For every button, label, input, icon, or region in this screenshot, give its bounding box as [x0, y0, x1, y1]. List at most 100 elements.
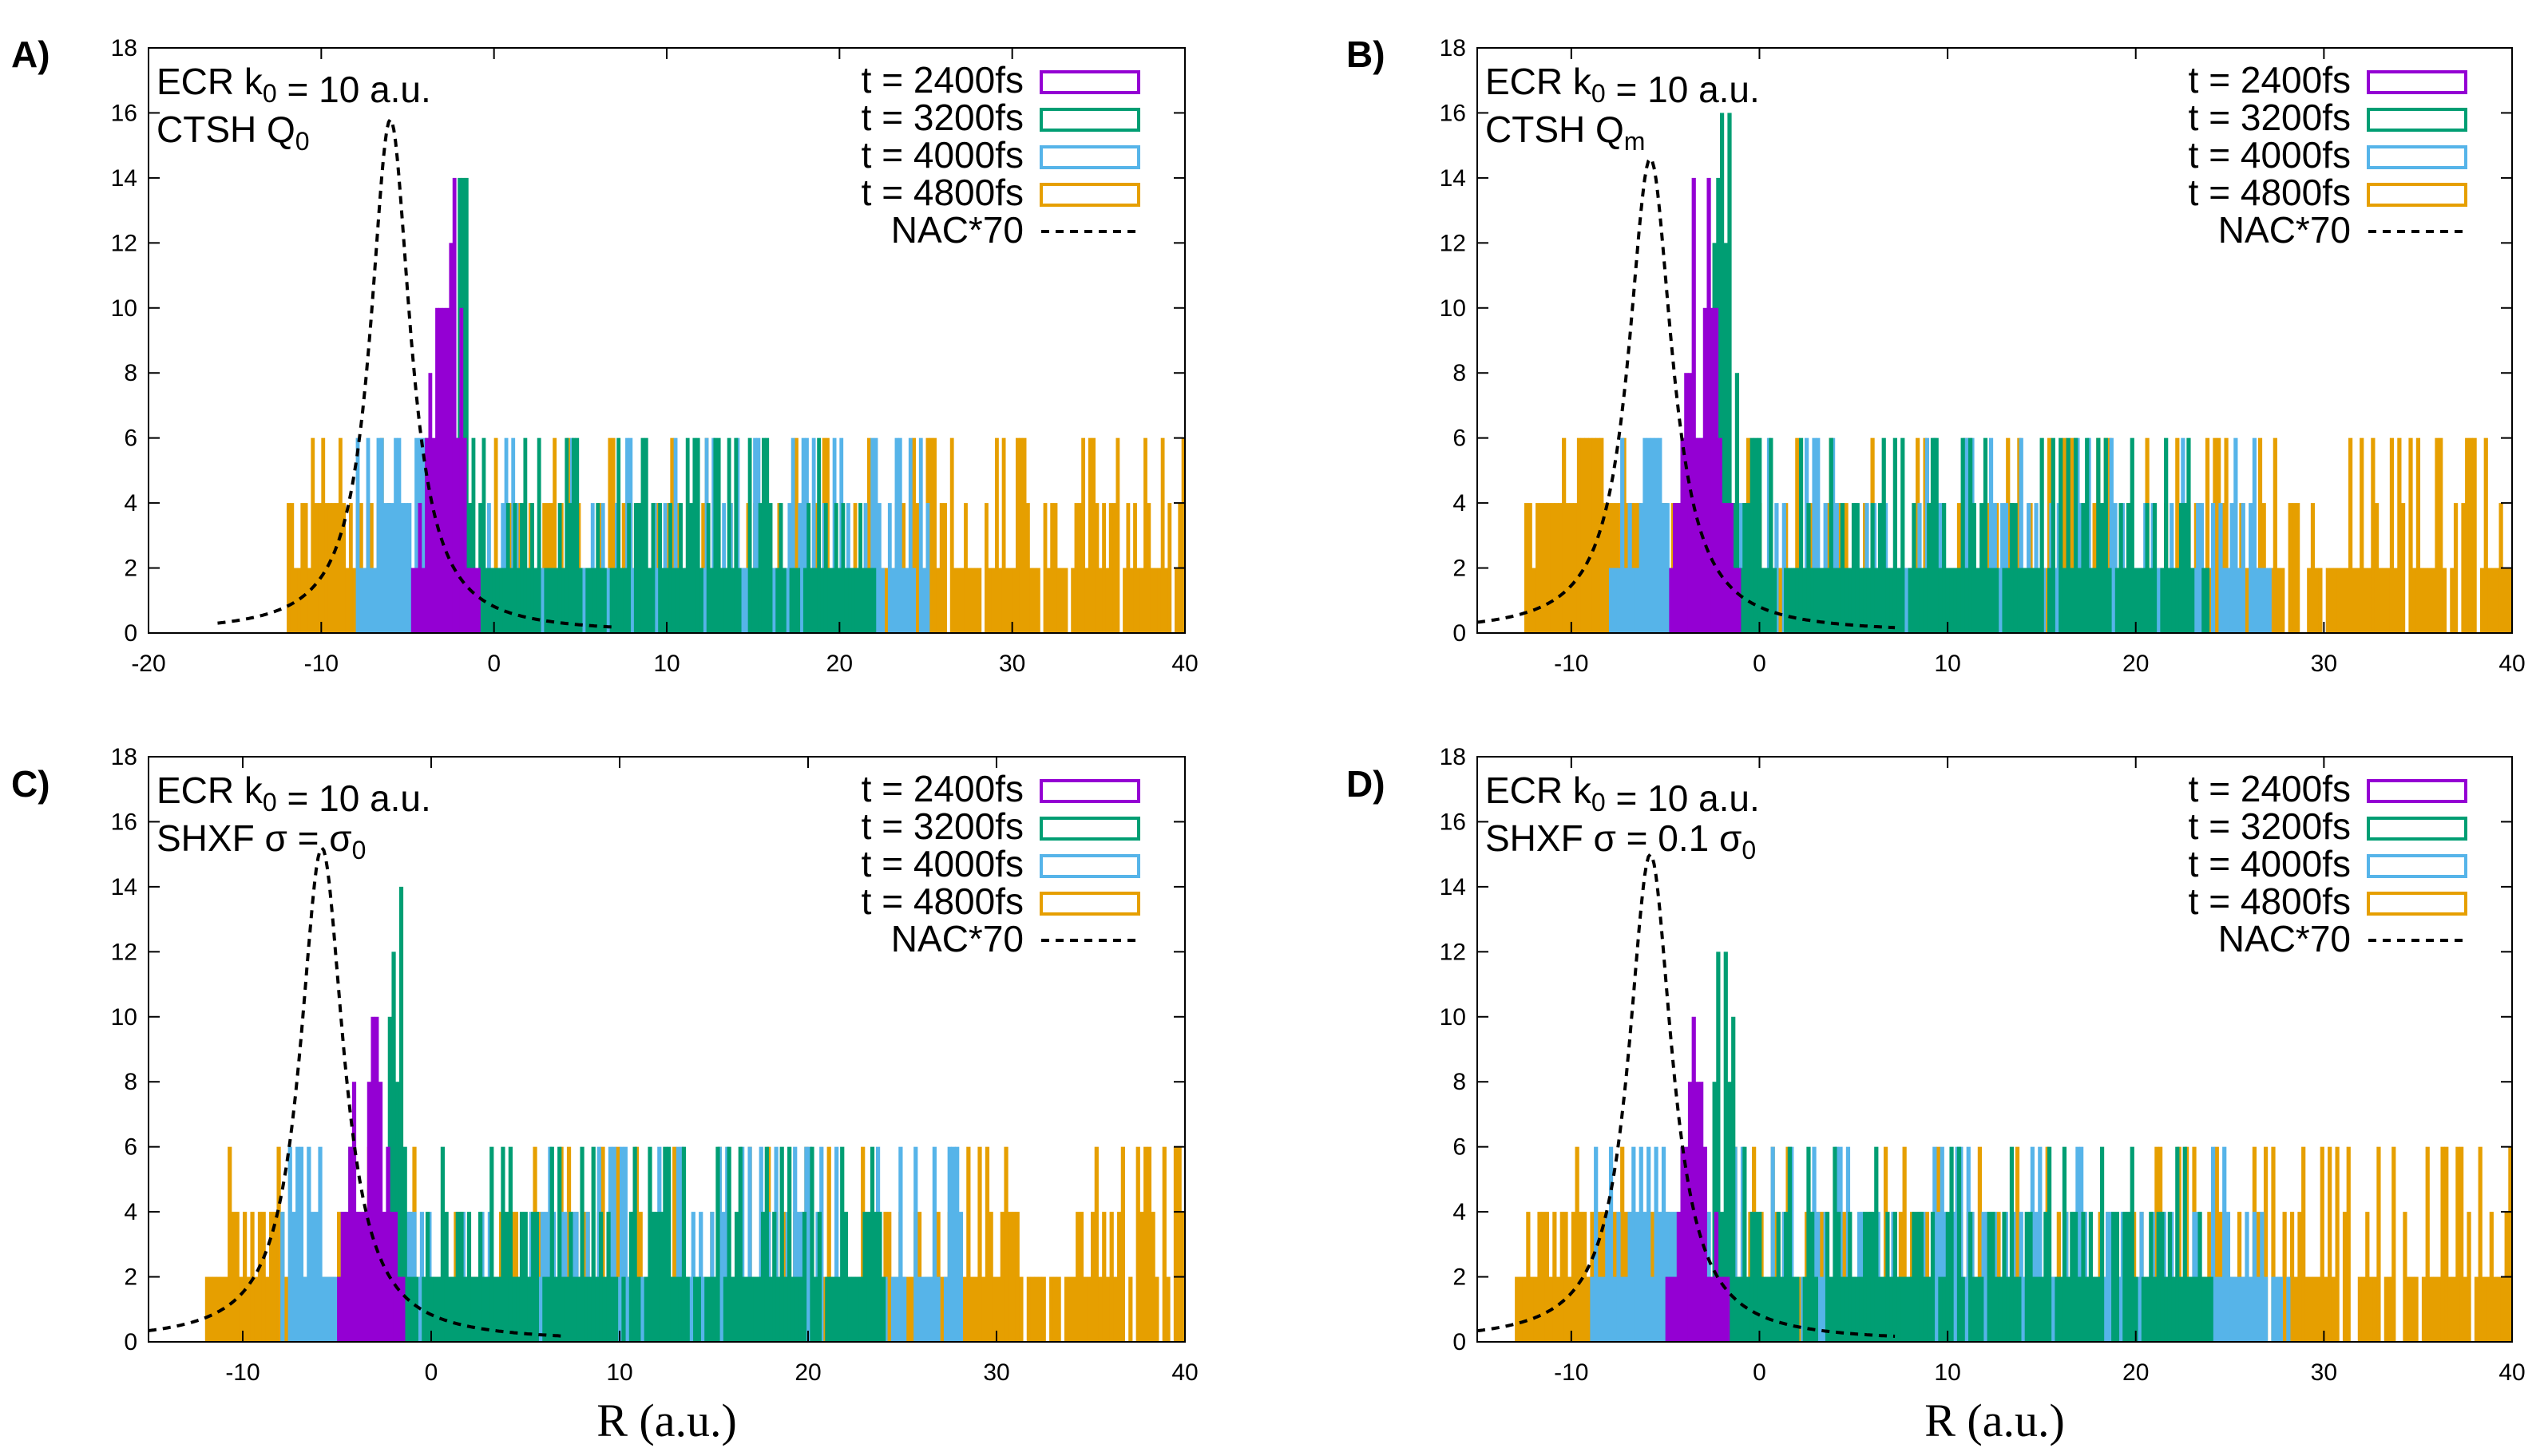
histogram-bar — [792, 568, 797, 633]
histogram-bar — [772, 1212, 777, 1342]
histogram-bar — [1746, 1276, 1751, 1342]
histogram-bar — [1112, 503, 1116, 633]
histogram-bar — [2106, 1212, 2110, 1342]
histogram-bar — [2336, 568, 2342, 633]
histogram-bar — [681, 1146, 687, 1342]
histogram-bar — [1938, 1276, 1943, 1342]
histogram-bar — [1631, 568, 1636, 633]
y-tick-label: 12 — [111, 939, 137, 965]
histogram-bar — [2160, 568, 2165, 633]
histogram-bar — [943, 1276, 949, 1342]
histogram-bar — [2059, 1276, 2063, 1342]
histogram-bar — [2241, 503, 2245, 633]
histogram-bar — [2103, 437, 2108, 633]
legend-swatch — [1040, 108, 1140, 132]
histogram-bar — [293, 568, 298, 633]
histogram-bar — [1635, 1212, 1640, 1342]
legend-entry-label: t = 4800fs — [2189, 172, 2351, 213]
histogram-bar — [616, 1146, 620, 1342]
histogram-bar — [2062, 568, 2067, 633]
histogram-bar — [575, 437, 580, 633]
histogram-bar — [1056, 568, 1061, 633]
histogram-bar — [1157, 568, 1162, 633]
histogram-bar — [685, 1276, 690, 1342]
histogram-bar — [418, 503, 422, 633]
histogram-bar — [1658, 437, 1662, 633]
histogram-bar — [554, 568, 559, 633]
histogram-bar — [658, 503, 663, 633]
histogram-bar — [1761, 568, 1766, 633]
histogram-bar — [1919, 568, 1924, 633]
histogram-bar — [1586, 1276, 1591, 1342]
histogram-bar — [840, 1146, 845, 1342]
histogram-bar — [410, 568, 415, 633]
histogram-bar — [333, 1276, 338, 1342]
histogram-bar — [1710, 1276, 1715, 1342]
histogram-bar — [314, 503, 319, 633]
histogram-bar — [2032, 568, 2037, 633]
histogram-bar — [342, 503, 347, 633]
histogram-bar — [969, 1276, 975, 1342]
y-tick-label: 4 — [124, 490, 137, 516]
histogram-bar — [693, 1276, 698, 1342]
histogram-bar — [2267, 568, 2272, 633]
histogram-bar — [531, 1212, 536, 1342]
histogram-bar — [519, 1212, 525, 1342]
histogram-bar — [922, 568, 926, 633]
histogram-bar — [1627, 503, 1632, 633]
histogram-bar — [2427, 568, 2432, 633]
histogram-bar — [2412, 568, 2417, 633]
histogram-bar — [1923, 568, 1928, 633]
histogram-bar — [1757, 1212, 1762, 1342]
histogram-bar — [1074, 503, 1079, 633]
y-tick-label: 18 — [111, 744, 137, 770]
y-tick-label: 12 — [1440, 939, 1466, 965]
nac-curve — [1476, 156, 1896, 630]
histogram-bar — [655, 1212, 660, 1342]
histogram-bar — [499, 568, 503, 633]
histogram-bar — [993, 1276, 997, 1342]
histogram-bar — [1603, 503, 1608, 633]
histogram-bar — [2348, 437, 2353, 633]
histogram-bar — [623, 1146, 628, 1342]
method-annotation: ECR k0 = 10 a.u. — [1485, 61, 1760, 110]
histogram-bar — [1098, 568, 1103, 633]
histogram-bar — [452, 177, 457, 633]
histogram-bar — [806, 503, 811, 633]
histogram-bar — [1795, 1276, 1800, 1342]
histogram-bar — [1706, 1276, 1711, 1342]
histogram-bar — [761, 1212, 766, 1342]
histogram-bar — [2502, 568, 2507, 633]
histogram-bar — [1041, 1276, 1046, 1342]
histogram-bar — [1691, 177, 1696, 633]
histogram-bar — [2423, 568, 2428, 633]
histogram-bar — [932, 1146, 937, 1342]
histogram-bar — [826, 1146, 831, 1342]
histogram-bar — [1068, 1276, 1072, 1342]
histogram-bar — [526, 568, 531, 633]
histogram-bar — [1723, 952, 1728, 1342]
histogram-bar — [1927, 503, 1932, 633]
histogram-bar — [471, 437, 476, 633]
histogram-bar — [553, 1276, 558, 1342]
histogram-bar — [1900, 437, 1905, 633]
histogram-bar — [2109, 437, 2114, 633]
histogram-bar — [1733, 568, 1738, 633]
histogram-bar — [1661, 503, 1666, 633]
histogram-bar — [958, 1212, 964, 1342]
histogram-bar — [648, 568, 652, 633]
histogram-bar — [2256, 1276, 2261, 1342]
histogram-bar — [578, 568, 583, 633]
histogram-bar — [1120, 1146, 1125, 1342]
histogram-bar — [1934, 437, 1939, 633]
histogram-bar — [1837, 568, 1841, 633]
histogram-bar — [813, 568, 818, 633]
histogram-bar — [2444, 1146, 2449, 1342]
histogram-bar — [2024, 1212, 2029, 1342]
histogram-bar — [2374, 503, 2380, 633]
histogram-bar — [2393, 568, 2398, 633]
histogram-bar — [997, 1276, 1001, 1342]
histogram-bar — [795, 1276, 799, 1342]
histogram-bar — [1539, 503, 1543, 633]
legend-entry-label: t = 3200fs — [862, 805, 1024, 847]
